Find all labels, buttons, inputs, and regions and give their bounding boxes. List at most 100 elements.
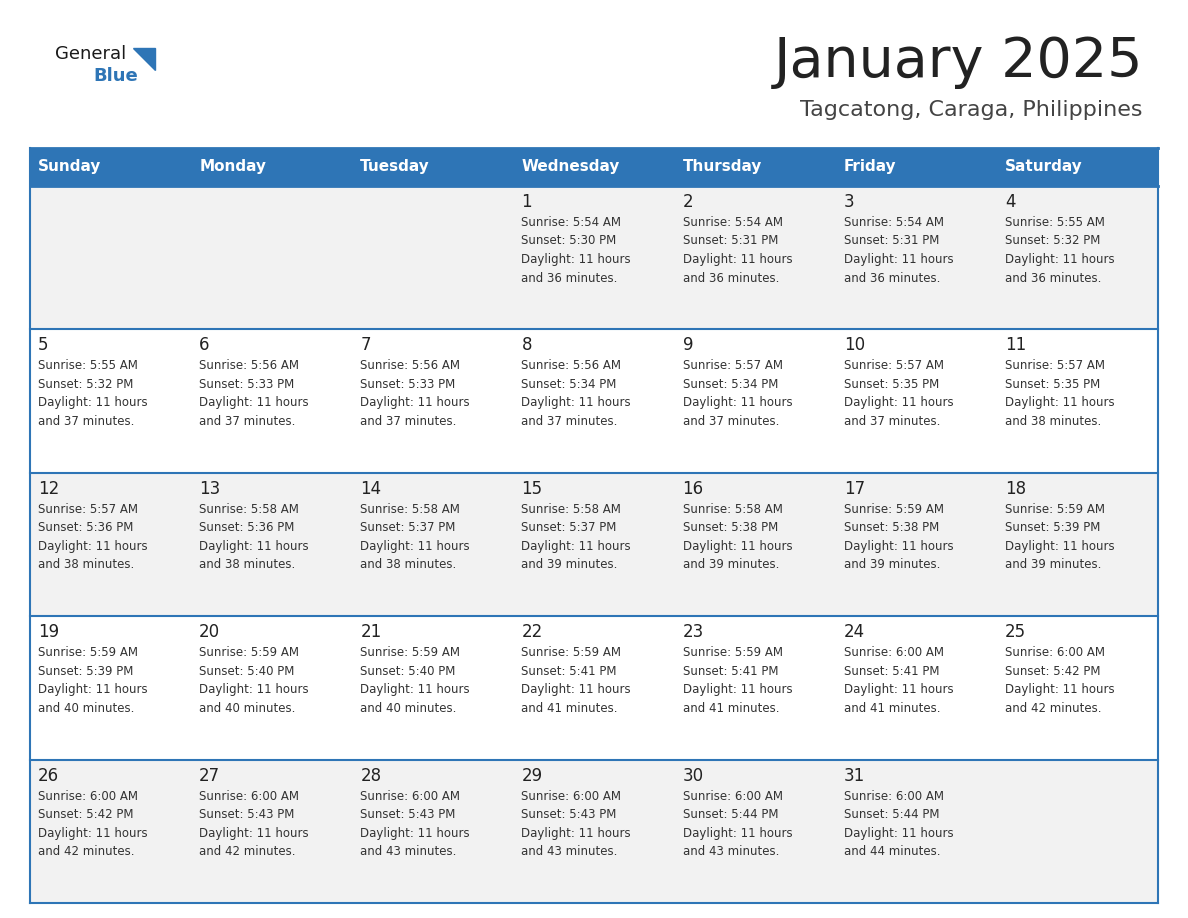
- Text: and 39 minutes.: and 39 minutes.: [1005, 558, 1101, 571]
- Bar: [835, 473, 997, 616]
- Bar: [191, 148, 353, 186]
- Text: Sunrise: 5:56 AM: Sunrise: 5:56 AM: [360, 360, 460, 373]
- Text: and 39 minutes.: and 39 minutes.: [522, 558, 618, 571]
- Text: Daylight: 11 hours: Daylight: 11 hours: [843, 540, 953, 553]
- Text: Sunrise: 6:00 AM: Sunrise: 6:00 AM: [200, 789, 299, 802]
- Text: 11: 11: [1005, 336, 1026, 354]
- Text: Sunset: 5:31 PM: Sunset: 5:31 PM: [843, 234, 939, 248]
- Text: and 36 minutes.: and 36 minutes.: [683, 272, 779, 285]
- Text: and 41 minutes.: and 41 minutes.: [522, 701, 618, 715]
- Text: Sunset: 5:33 PM: Sunset: 5:33 PM: [200, 378, 295, 391]
- Bar: [513, 616, 675, 759]
- Text: 20: 20: [200, 623, 220, 641]
- Text: Daylight: 11 hours: Daylight: 11 hours: [522, 683, 631, 696]
- Text: Daylight: 11 hours: Daylight: 11 hours: [683, 826, 792, 840]
- Bar: [675, 186, 835, 330]
- Bar: [997, 186, 1158, 330]
- Bar: [30, 473, 191, 616]
- Text: Sunset: 5:37 PM: Sunset: 5:37 PM: [360, 521, 456, 534]
- Text: and 38 minutes.: and 38 minutes.: [360, 558, 456, 571]
- Text: and 38 minutes.: and 38 minutes.: [200, 558, 296, 571]
- Text: Sunset: 5:36 PM: Sunset: 5:36 PM: [38, 521, 133, 534]
- Text: 4: 4: [1005, 193, 1016, 211]
- Text: Daylight: 11 hours: Daylight: 11 hours: [1005, 540, 1114, 553]
- Bar: [675, 148, 835, 186]
- Text: Sunrise: 6:00 AM: Sunrise: 6:00 AM: [843, 789, 943, 802]
- Bar: [997, 148, 1158, 186]
- Text: 15: 15: [522, 480, 543, 498]
- Text: Daylight: 11 hours: Daylight: 11 hours: [843, 683, 953, 696]
- Text: 25: 25: [1005, 623, 1026, 641]
- Text: and 36 minutes.: and 36 minutes.: [1005, 272, 1101, 285]
- Text: 14: 14: [360, 480, 381, 498]
- Bar: [675, 616, 835, 759]
- Text: 31: 31: [843, 767, 865, 785]
- Text: 7: 7: [360, 336, 371, 354]
- Text: Sunrise: 5:55 AM: Sunrise: 5:55 AM: [1005, 216, 1105, 229]
- Text: 9: 9: [683, 336, 693, 354]
- Bar: [835, 148, 997, 186]
- Text: 6: 6: [200, 336, 209, 354]
- Text: Sunset: 5:41 PM: Sunset: 5:41 PM: [843, 665, 940, 677]
- Text: Sunrise: 5:59 AM: Sunrise: 5:59 AM: [38, 646, 138, 659]
- Text: Sunrise: 5:54 AM: Sunrise: 5:54 AM: [843, 216, 943, 229]
- Text: Sunset: 5:42 PM: Sunset: 5:42 PM: [38, 808, 133, 821]
- Text: 26: 26: [38, 767, 59, 785]
- Text: Sunrise: 6:00 AM: Sunrise: 6:00 AM: [843, 646, 943, 659]
- Text: Daylight: 11 hours: Daylight: 11 hours: [360, 826, 470, 840]
- Text: Sunset: 5:41 PM: Sunset: 5:41 PM: [683, 665, 778, 677]
- Text: 16: 16: [683, 480, 703, 498]
- Text: and 37 minutes.: and 37 minutes.: [360, 415, 456, 428]
- Text: and 42 minutes.: and 42 minutes.: [1005, 701, 1101, 715]
- Text: Sunrise: 5:58 AM: Sunrise: 5:58 AM: [200, 503, 299, 516]
- Text: Saturday: Saturday: [1005, 160, 1082, 174]
- Bar: [997, 759, 1158, 903]
- Text: 22: 22: [522, 623, 543, 641]
- Text: Daylight: 11 hours: Daylight: 11 hours: [843, 826, 953, 840]
- Text: Sunrise: 5:59 AM: Sunrise: 5:59 AM: [683, 646, 783, 659]
- Text: Sunset: 5:44 PM: Sunset: 5:44 PM: [843, 808, 940, 821]
- Text: Daylight: 11 hours: Daylight: 11 hours: [843, 253, 953, 266]
- Text: Sunrise: 5:59 AM: Sunrise: 5:59 AM: [200, 646, 299, 659]
- Text: Friday: Friday: [843, 160, 896, 174]
- Text: Daylight: 11 hours: Daylight: 11 hours: [360, 683, 470, 696]
- Text: and 42 minutes.: and 42 minutes.: [200, 845, 296, 858]
- Text: Sunrise: 5:59 AM: Sunrise: 5:59 AM: [1005, 503, 1105, 516]
- Text: Sunset: 5:42 PM: Sunset: 5:42 PM: [1005, 665, 1100, 677]
- Text: Sunset: 5:33 PM: Sunset: 5:33 PM: [360, 378, 455, 391]
- Bar: [191, 330, 353, 473]
- Bar: [997, 330, 1158, 473]
- Text: and 37 minutes.: and 37 minutes.: [843, 415, 940, 428]
- Text: and 43 minutes.: and 43 minutes.: [360, 845, 456, 858]
- Text: and 39 minutes.: and 39 minutes.: [843, 558, 940, 571]
- Bar: [675, 330, 835, 473]
- Text: Daylight: 11 hours: Daylight: 11 hours: [683, 683, 792, 696]
- Text: Sunset: 5:32 PM: Sunset: 5:32 PM: [38, 378, 133, 391]
- Text: Sunset: 5:31 PM: Sunset: 5:31 PM: [683, 234, 778, 248]
- Text: Sunrise: 5:55 AM: Sunrise: 5:55 AM: [38, 360, 138, 373]
- Text: Sunrise: 5:59 AM: Sunrise: 5:59 AM: [843, 503, 943, 516]
- Text: and 37 minutes.: and 37 minutes.: [683, 415, 779, 428]
- Text: 28: 28: [360, 767, 381, 785]
- Text: Sunset: 5:43 PM: Sunset: 5:43 PM: [200, 808, 295, 821]
- Bar: [675, 759, 835, 903]
- Text: and 37 minutes.: and 37 minutes.: [200, 415, 296, 428]
- Bar: [30, 148, 191, 186]
- Text: Daylight: 11 hours: Daylight: 11 hours: [683, 397, 792, 409]
- Text: 3: 3: [843, 193, 854, 211]
- Text: Sunrise: 5:57 AM: Sunrise: 5:57 AM: [843, 360, 943, 373]
- Text: 19: 19: [38, 623, 59, 641]
- Bar: [513, 759, 675, 903]
- Text: Thursday: Thursday: [683, 160, 762, 174]
- Text: Sunset: 5:39 PM: Sunset: 5:39 PM: [1005, 521, 1100, 534]
- Text: Daylight: 11 hours: Daylight: 11 hours: [38, 683, 147, 696]
- Bar: [835, 186, 997, 330]
- Text: 10: 10: [843, 336, 865, 354]
- Bar: [835, 330, 997, 473]
- Text: Tagcatong, Caraga, Philippines: Tagcatong, Caraga, Philippines: [801, 100, 1143, 120]
- Text: Daylight: 11 hours: Daylight: 11 hours: [522, 397, 631, 409]
- Text: 30: 30: [683, 767, 703, 785]
- Text: Sunset: 5:34 PM: Sunset: 5:34 PM: [683, 378, 778, 391]
- Text: 13: 13: [200, 480, 221, 498]
- Text: Sunset: 5:35 PM: Sunset: 5:35 PM: [843, 378, 939, 391]
